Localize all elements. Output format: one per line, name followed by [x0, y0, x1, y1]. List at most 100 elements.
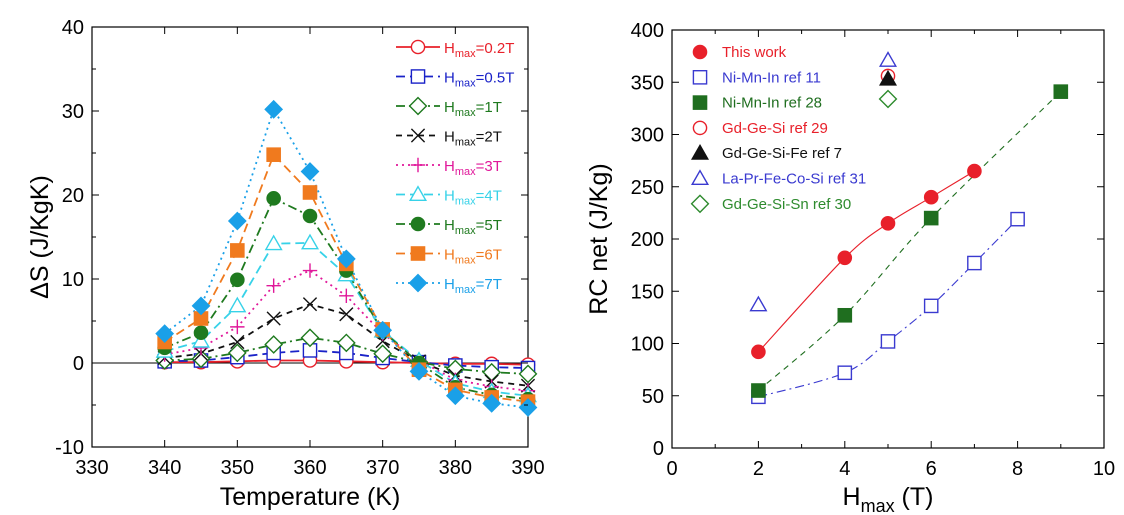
- data-point: [373, 344, 393, 364]
- data-point: [518, 398, 538, 417]
- y-tick-label: 150: [631, 281, 664, 303]
- legend-label-sub: max: [455, 196, 476, 208]
- legend-label-sub: max: [455, 225, 476, 237]
- data-point: [264, 234, 283, 251]
- data-point: [266, 191, 281, 206]
- legend-label-sub: max: [455, 107, 476, 119]
- left-series-markers: [155, 99, 538, 417]
- legend-marker: [410, 157, 426, 173]
- legend-label-main: H: [444, 129, 455, 146]
- data-point: [880, 334, 896, 349]
- right-x-label-sub: max: [861, 496, 895, 515]
- legend-label: Hmax=1T: [444, 99, 502, 119]
- legend-marker: [692, 44, 708, 60]
- left-y-ticks: -10 0 10 20 30 40: [55, 17, 528, 459]
- legend-marker: [408, 185, 428, 202]
- data-point: [837, 307, 853, 323]
- data-point: [749, 295, 768, 312]
- data-point: [302, 263, 318, 278]
- data-point: [300, 328, 320, 348]
- legend-label-sub: max: [455, 48, 476, 60]
- y-tick-label: 0: [653, 438, 664, 460]
- x-tick-label: 380: [439, 457, 472, 479]
- data-point: [751, 344, 766, 360]
- data-point: [409, 362, 429, 381]
- legend-label-suffix: =3T: [476, 158, 502, 175]
- y-tick-label: 0: [73, 353, 84, 375]
- x-tick-label: 4: [839, 458, 850, 480]
- y-tick-label: 20: [62, 185, 84, 207]
- legend-label-main: H: [444, 70, 455, 87]
- y-tick-label: 50: [642, 386, 664, 408]
- legend-marker: [410, 246, 426, 261]
- legend-label: This work: [722, 44, 787, 61]
- right-x-label-suffix: (T): [895, 483, 934, 511]
- legend-label-suffix: =0.2T: [476, 40, 515, 57]
- legend-marker: [408, 96, 428, 116]
- data-point: [923, 189, 939, 205]
- legend-label-main: H: [444, 158, 455, 175]
- legend-label-sub: max: [455, 137, 476, 149]
- data-point: [339, 307, 354, 322]
- data-point: [336, 333, 356, 353]
- data-point: [228, 296, 247, 313]
- legend-marker: [690, 194, 710, 214]
- fit-line-3: [758, 91, 1062, 391]
- data-point: [967, 255, 982, 271]
- data-point: [967, 163, 982, 179]
- y-tick-label: 30: [62, 101, 84, 123]
- legend-label: Gd-Ge-Si-Fe ref 7: [722, 145, 842, 162]
- y-tick-label: 300: [631, 125, 664, 147]
- data-point: [230, 334, 245, 350]
- legend-label-suffix: =1T: [476, 99, 502, 116]
- legend-label: Ni-Mn-In ref 28: [722, 95, 822, 112]
- y-tick-label: 350: [631, 72, 664, 94]
- x-tick-label: 6: [926, 458, 937, 480]
- y-tick-label: 40: [62, 17, 84, 39]
- data-point: [193, 325, 209, 341]
- x-tick-label: 330: [75, 457, 108, 479]
- legend-marker: [410, 39, 426, 55]
- y-tick-label: 100: [631, 334, 664, 356]
- data-point: [300, 162, 320, 181]
- refrigerant-capacity-chart: 0 2 4 6 8 10 0 50 100 150 200 250 300 350 400 This wo…: [585, 20, 1115, 515]
- data-point: [302, 208, 318, 224]
- x-tick-label: 2: [753, 458, 764, 480]
- series-line-9: [164, 107, 529, 409]
- legend-label-sub: max: [455, 284, 476, 296]
- data-point: [339, 288, 354, 303]
- legend-label-suffix: =4T: [476, 188, 502, 205]
- legend-label-suffix: =6T: [476, 247, 502, 264]
- data-point: [266, 147, 281, 162]
- data-point: [518, 364, 538, 384]
- legend-label-suffix: =0.5T: [476, 70, 515, 87]
- data-point: [264, 99, 284, 119]
- data-point: [191, 296, 211, 316]
- data-point: [336, 249, 356, 269]
- legend-label: Hmax=5T: [444, 217, 502, 237]
- legend-label-main: H: [444, 247, 455, 264]
- x-tick-label: 350: [221, 457, 254, 479]
- legend-label-sub: max: [455, 166, 476, 178]
- right-series-markers: [749, 51, 1069, 405]
- data-point: [266, 311, 281, 326]
- legend-marker: [690, 169, 710, 186]
- legend-label: La-Pr-Fe-Co-Si ref 31: [722, 171, 866, 188]
- data-point: [1010, 211, 1025, 227]
- x-tick-label: 0: [666, 458, 677, 480]
- legend-label-sub: max: [455, 255, 476, 267]
- data-point: [302, 297, 318, 312]
- legend-label-suffix: =2T: [476, 129, 502, 146]
- right-x-ticks: 0 2 4 6 8 10: [666, 30, 1115, 480]
- data-point: [191, 349, 211, 369]
- x-tick-label: 10: [1093, 458, 1115, 480]
- data-point: [264, 335, 284, 354]
- legend-label-suffix: =7T: [476, 276, 502, 293]
- data-point: [878, 89, 898, 109]
- legend-label: Hmax=3T: [444, 158, 502, 178]
- right-y-ticks: 0 50 100 150 200 250 300 350 400: [631, 20, 1104, 460]
- legend-label: Hmax=7T: [444, 276, 502, 296]
- data-point: [923, 298, 939, 314]
